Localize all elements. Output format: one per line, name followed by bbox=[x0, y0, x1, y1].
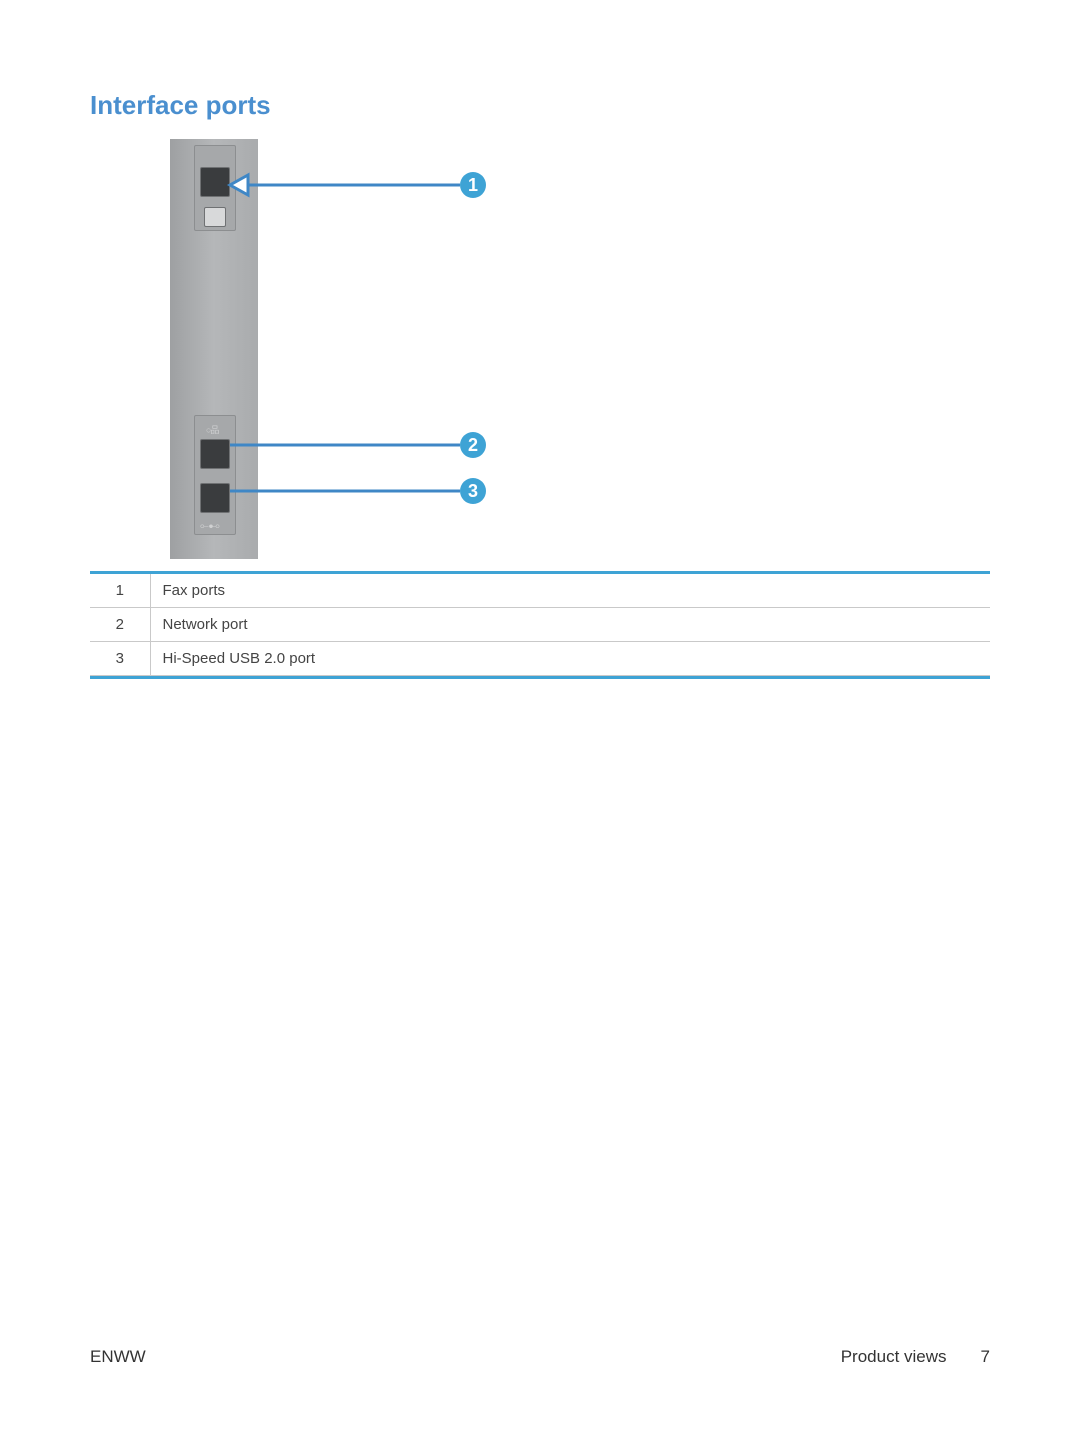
legend-table-container: 1 Fax ports 2 Network port 3 Hi-Speed US… bbox=[90, 571, 990, 679]
page-footer: ENWW Product views 7 bbox=[90, 1347, 990, 1367]
usb-icon: ⟜⊷ bbox=[200, 520, 220, 533]
callout-badge-2: 2 bbox=[460, 432, 486, 458]
fax-port-in bbox=[204, 207, 226, 227]
legend-table: 1 Fax ports 2 Network port 3 Hi-Speed US… bbox=[90, 574, 990, 676]
legend-idx: 3 bbox=[90, 642, 150, 676]
callout-badge-3: 3 bbox=[460, 478, 486, 504]
footer-left: ENWW bbox=[90, 1347, 146, 1367]
legend-label: Network port bbox=[150, 608, 990, 642]
legend-idx: 1 bbox=[90, 574, 150, 608]
diagram-container: ○品 ⟜⊷ 1 2 3 bbox=[90, 139, 990, 559]
section-heading: Interface ports bbox=[90, 90, 990, 121]
legend-idx: 2 bbox=[90, 608, 150, 642]
footer-section: Product views bbox=[841, 1347, 947, 1367]
table-row: 1 Fax ports bbox=[90, 574, 990, 608]
legend-label: Fax ports bbox=[150, 574, 990, 608]
footer-page: 7 bbox=[981, 1347, 990, 1367]
network-icon: ○品 bbox=[206, 423, 218, 436]
interface-ports-diagram: ○品 ⟜⊷ 1 2 3 bbox=[170, 139, 590, 559]
legend-body: 1 Fax ports 2 Network port 3 Hi-Speed US… bbox=[90, 574, 990, 676]
legend-bottom-rule bbox=[90, 676, 990, 679]
manual-page: Interface ports ○品 ⟜⊷ 1 2 3 1 Fax p bbox=[0, 0, 1080, 1437]
table-row: 3 Hi-Speed USB 2.0 port bbox=[90, 642, 990, 676]
callout-badge-1: 1 bbox=[460, 172, 486, 198]
legend-label: Hi-Speed USB 2.0 port bbox=[150, 642, 990, 676]
network-port bbox=[200, 439, 230, 469]
usb-port bbox=[200, 483, 230, 513]
fax-port-out bbox=[200, 167, 230, 197]
footer-right: Product views 7 bbox=[841, 1347, 990, 1367]
table-row: 2 Network port bbox=[90, 608, 990, 642]
